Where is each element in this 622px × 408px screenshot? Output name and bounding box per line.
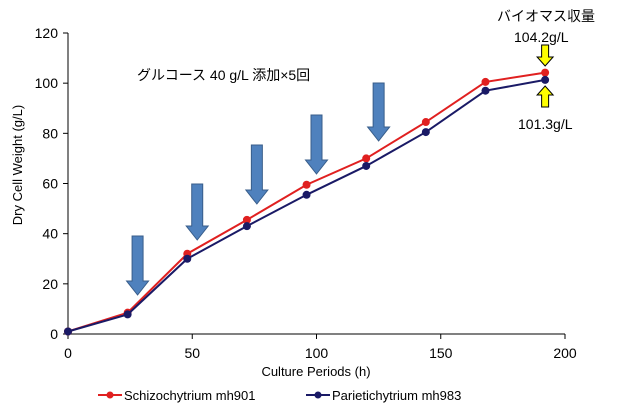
feeding-arrow xyxy=(185,183,210,241)
value-label-top: 104.2g/L xyxy=(514,29,569,45)
x-tick-label: 150 xyxy=(429,345,453,361)
plot-area: 0 20 40 60 80 100 120 0 50 100 150 200 xyxy=(35,25,577,361)
x-axis-title: Culture Periods (h) xyxy=(261,364,370,379)
biomass-arrow-up xyxy=(536,85,555,108)
data-point-series-1 xyxy=(302,180,311,189)
feed-note: グルコース 40 g/L 添加×5回 xyxy=(137,67,310,83)
biomass-arrows xyxy=(536,44,555,108)
data-point-series-1 xyxy=(362,154,371,163)
y-ticks: 0 20 40 60 80 100 120 xyxy=(35,25,68,342)
data-point-series-2 xyxy=(123,310,132,319)
legend-marker-1 xyxy=(106,391,114,399)
biomass-title: バイオマス収量 xyxy=(497,8,595,24)
y-tick-label: 100 xyxy=(35,75,59,91)
data-point-series-1 xyxy=(421,118,430,127)
y-tick-label: 20 xyxy=(42,276,58,292)
x-tick-label: 50 xyxy=(184,345,200,361)
y-tick-label: 40 xyxy=(42,226,58,242)
series-layer xyxy=(64,68,550,336)
data-point-series-2 xyxy=(362,161,371,170)
legend-item-series-1: Schizochytrium mh901 xyxy=(98,388,256,403)
x-tick-label: 200 xyxy=(553,345,577,361)
data-point-series-2 xyxy=(242,222,251,231)
y-tick-label: 0 xyxy=(50,326,58,342)
feeding-arrow xyxy=(304,114,329,175)
y-axis-title: Dry Cell Weight (g/L) xyxy=(10,105,25,225)
legend-item-series-2: Parietichytrium mh983 xyxy=(306,388,461,403)
value-label-bottom: 101.3g/L xyxy=(518,116,573,132)
legend-label-1: Schizochytrium mh901 xyxy=(124,388,256,403)
data-point-series-2 xyxy=(421,128,430,137)
data-point-series-1 xyxy=(481,77,490,86)
data-point-series-2 xyxy=(302,190,311,199)
series-line-2 xyxy=(67,78,546,333)
feeding-arrow xyxy=(366,82,391,142)
data-point-series-2 xyxy=(541,75,550,84)
y-tick-label: 80 xyxy=(42,125,58,141)
biomass-arrow-down xyxy=(536,44,555,67)
x-tick-label: 100 xyxy=(305,345,329,361)
data-point-series-2 xyxy=(183,254,192,263)
data-point-series-1 xyxy=(242,215,251,224)
legend-label-2: Parietichytrium mh983 xyxy=(332,388,461,403)
x-ticks: 0 50 100 150 200 xyxy=(64,334,577,361)
legend-marker-2 xyxy=(314,391,322,399)
data-point-series-2 xyxy=(64,327,72,336)
data-point-series-1 xyxy=(541,68,550,77)
feeding-arrows xyxy=(125,82,391,296)
x-tick-label: 0 xyxy=(64,345,72,361)
y-tick-label: 120 xyxy=(35,25,59,41)
feeding-arrow xyxy=(125,235,150,296)
feeding-arrow xyxy=(244,144,269,205)
legend: Schizochytrium mh901 Parietichytrium mh9… xyxy=(98,388,461,403)
data-point-series-2 xyxy=(481,86,490,95)
y-tick-label: 60 xyxy=(42,176,58,192)
